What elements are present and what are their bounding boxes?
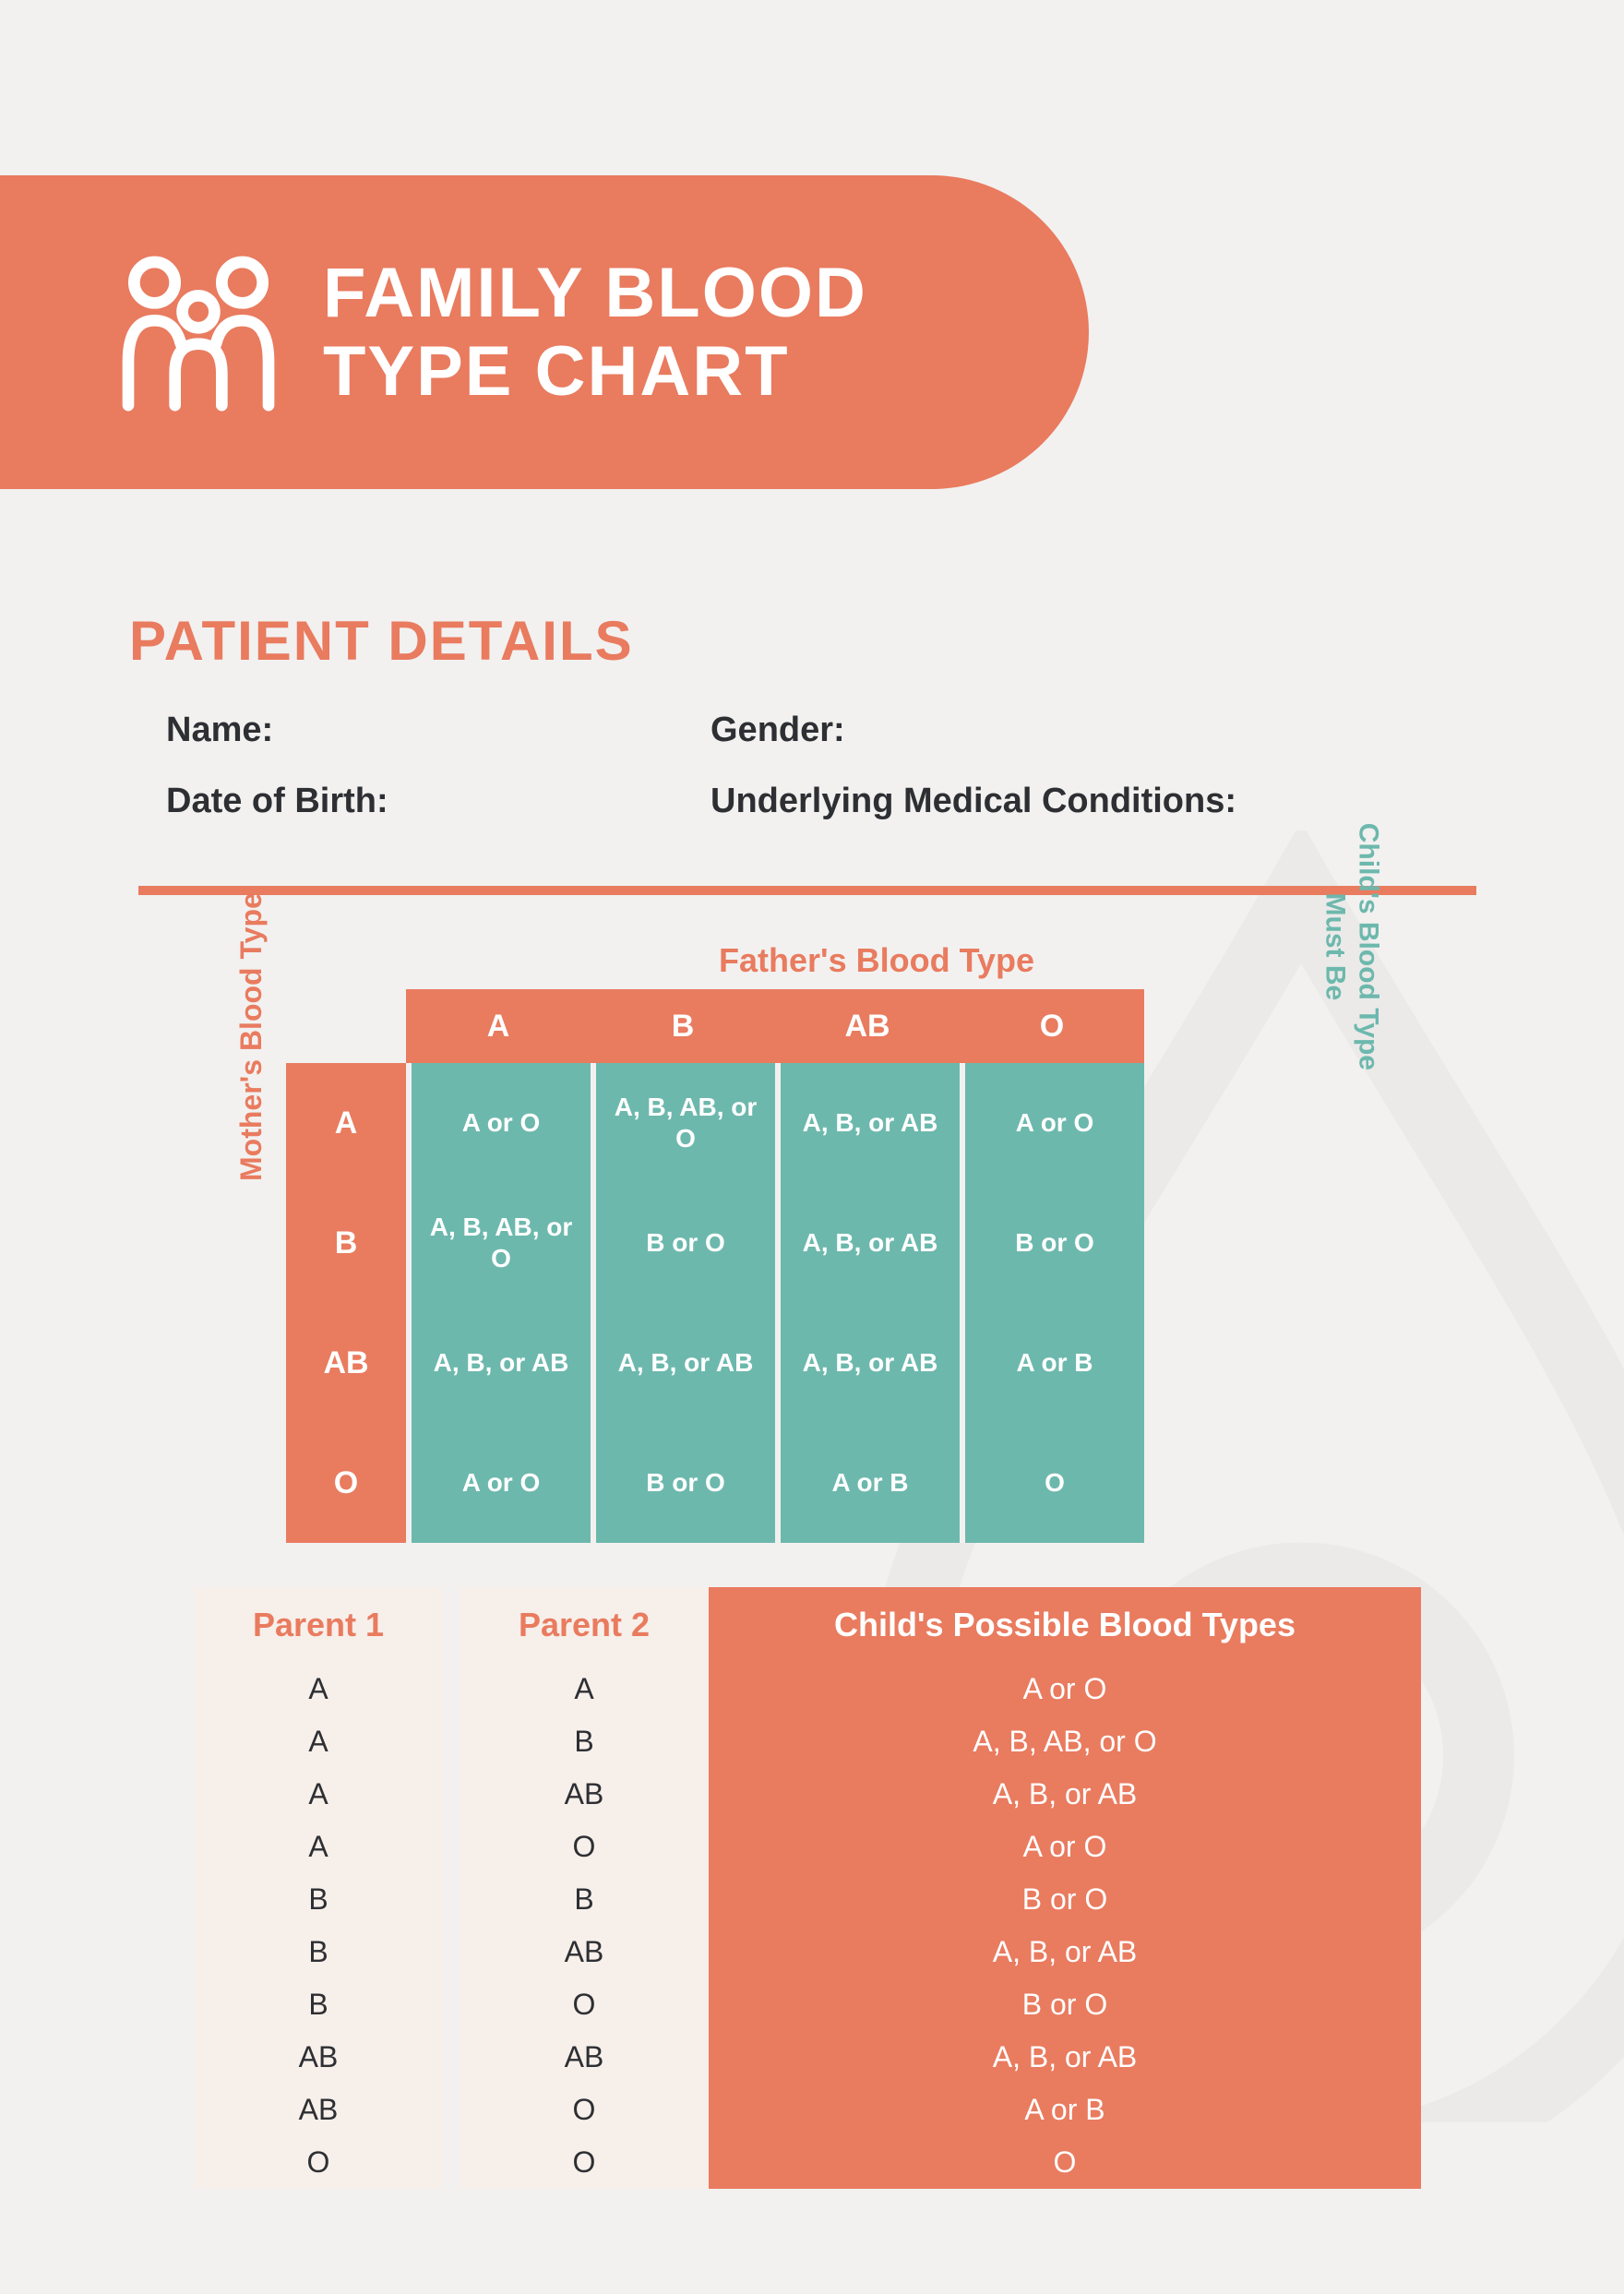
matrix-cell: B or O	[591, 1423, 775, 1543]
table-cell: B or O	[709, 1978, 1421, 2031]
table-cell: A	[194, 1821, 443, 1873]
patient-details-heading: PATIENT DETAILS	[129, 609, 634, 673]
table-cell: A, B, or AB	[709, 1926, 1421, 1978]
blood-type-matrix: Mother's Blood Type Child's Blood Type M…	[286, 941, 1347, 1543]
title-line1: FAMILY BLOOD	[323, 254, 867, 332]
table-cell: B	[460, 1715, 709, 1768]
table-cell: O	[460, 2084, 709, 2136]
table-cell: O	[709, 2136, 1421, 2189]
child-axis-label: Child's Blood Type Must Be	[1318, 823, 1384, 1070]
table-header: Child's Possible Blood Types	[709, 1587, 1421, 1663]
matrix-row-head: O	[286, 1423, 406, 1543]
table-cell: B	[460, 1873, 709, 1926]
matrix-cell: A or B	[775, 1423, 960, 1543]
table-cell: O	[460, 2136, 709, 2189]
page-title: FAMILY BLOOD TYPE CHART	[323, 254, 867, 411]
table-cell: AB	[460, 1768, 709, 1821]
table-cell: AB	[194, 2031, 443, 2084]
matrix-cell: A, B, or AB	[775, 1303, 960, 1423]
parent-column: Parent 2ABABOBABOABOO	[460, 1587, 709, 2189]
matrix-cell: A, B, AB, or O	[406, 1183, 591, 1303]
matrix-row-head: B	[286, 1183, 406, 1303]
table-cell: AB	[460, 2031, 709, 2084]
table-cell: A or O	[709, 1821, 1421, 1873]
matrix-cell: A, B, or AB	[591, 1303, 775, 1423]
matrix-cell: A, B, or AB	[775, 1063, 960, 1183]
table-cell: A or B	[709, 2084, 1421, 2136]
matrix-row-head: A	[286, 1063, 406, 1183]
matrix-cell: B or O	[591, 1183, 775, 1303]
matrix-cell: A or O	[406, 1423, 591, 1543]
table-header: Parent 2	[460, 1587, 709, 1663]
table-cell: O	[194, 2136, 443, 2189]
child-column: Child's Possible Blood TypesA or OA, B, …	[709, 1587, 1421, 2189]
family-icon	[111, 245, 286, 420]
matrix-cell: A or B	[960, 1303, 1144, 1423]
title-line2: TYPE CHART	[323, 332, 867, 411]
matrix-cell: A or O	[406, 1063, 591, 1183]
possible-blood-types-table: Parent 1AAAABBBABABOParent 2ABABOBABOABO…	[194, 1587, 1421, 2189]
table-cell: B	[194, 1926, 443, 1978]
matrix-cell: A, B, AB, or O	[591, 1063, 775, 1183]
table-cell: A	[194, 1663, 443, 1715]
matrix-cell: A or O	[960, 1063, 1144, 1183]
table-cell: B or O	[709, 1873, 1421, 1926]
table-cell: B	[194, 1978, 443, 2031]
divider	[138, 886, 1476, 895]
parent-column: Parent 1AAAABBBABABO	[194, 1587, 443, 2189]
conditions-label: Underlying Medical Conditions:	[710, 782, 1236, 821]
matrix-cell: O	[960, 1423, 1144, 1543]
table-cell: A, B, AB, or O	[709, 1715, 1421, 1768]
matrix-cell: A, B, or AB	[406, 1303, 591, 1423]
table-cell: A, B, or AB	[709, 2031, 1421, 2084]
matrix-row-head: AB	[286, 1303, 406, 1423]
matrix-col-head: AB	[775, 989, 960, 1063]
table-cell: A	[194, 1715, 443, 1768]
matrix-col-head: B	[591, 989, 775, 1063]
father-axis-label: Father's Blood Type	[406, 941, 1347, 980]
table-cell: O	[460, 1821, 709, 1873]
header-banner: FAMILY BLOOD TYPE CHART	[0, 175, 1089, 489]
table-cell: AB	[194, 2084, 443, 2136]
table-cell: AB	[460, 1926, 709, 1978]
table-cell: O	[460, 1978, 709, 2031]
matrix-col-head: O	[960, 989, 1144, 1063]
table-cell: A, B, or AB	[709, 1768, 1421, 1821]
table-cell: A or O	[709, 1663, 1421, 1715]
matrix-cell: A, B, or AB	[775, 1183, 960, 1303]
dob-label: Date of Birth:	[166, 782, 710, 821]
table-cell: A	[194, 1768, 443, 1821]
table-header: Parent 1	[194, 1587, 443, 1663]
patient-details: Name: Gender: Date of Birth: Underlying …	[166, 711, 1458, 853]
matrix-cell: B or O	[960, 1183, 1144, 1303]
name-label: Name:	[166, 711, 710, 750]
table-cell: A	[460, 1663, 709, 1715]
table-cell: B	[194, 1873, 443, 1926]
matrix-corner	[286, 989, 406, 1063]
mother-axis-label: Mother's Blood Type	[234, 892, 269, 1181]
gender-label: Gender:	[710, 711, 845, 750]
matrix-col-head: A	[406, 989, 591, 1063]
